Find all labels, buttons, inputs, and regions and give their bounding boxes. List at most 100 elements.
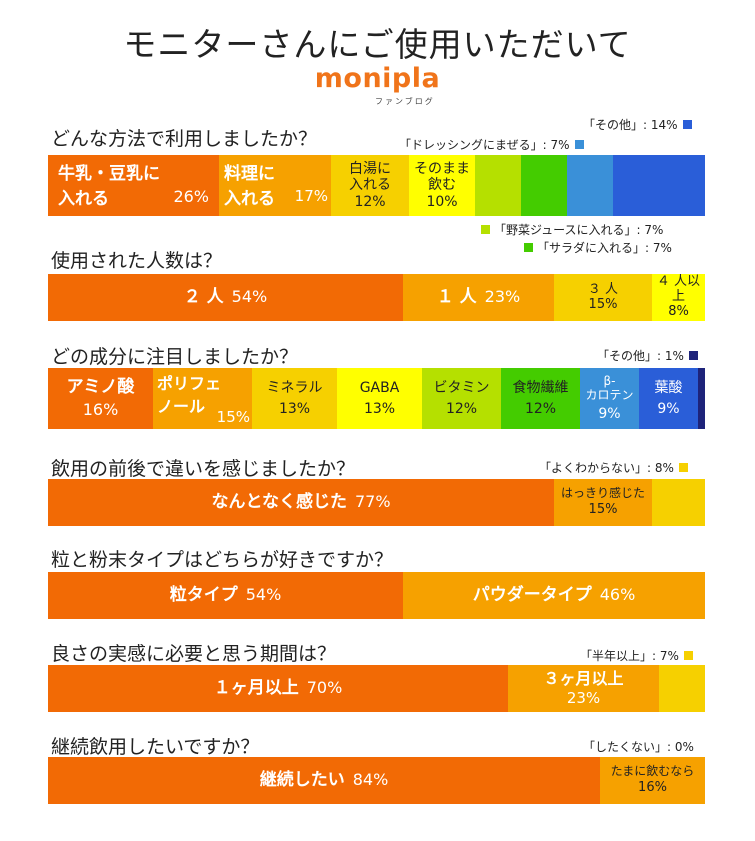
q4-seg-unknown <box>652 479 705 526</box>
q4-value-somewhat: 77% <box>354 492 391 512</box>
q6-seg-one-month: １ヶ月以上 70% <box>48 665 508 712</box>
q1-bar: 牛乳・豆乳に 入れる 26% 料理に 入れる 17% 白湯に 入れる 12% そのまま飲… <box>48 155 705 216</box>
q2-seg-four: ４ 人以上 8% <box>652 274 705 321</box>
q6-label-three-month: ３ヶ月以上 <box>543 668 624 688</box>
q6-bar: １ヶ月以上 70% ３ヶ月以上 23% <box>48 665 705 712</box>
q5-seg-powder: パウダータイプ 46% <box>403 572 705 619</box>
q5-bar: 粒タイプ 54% パウダータイプ 46% <box>48 572 705 619</box>
q3-value-amino: 16% <box>82 400 119 420</box>
q4-seg-somewhat: なんとなく感じた 77% <box>48 479 554 526</box>
q1-seg-salad <box>521 155 567 216</box>
q3-seg-gaba: GABA 13% <box>337 368 422 429</box>
q1-label-asis-2: 飲む <box>428 177 456 194</box>
q7-seg-sometimes: たまに飲むなら 16% <box>600 757 705 804</box>
q3-seg-mineral: ミネラル 13% <box>252 368 337 429</box>
q5-seg-tablet: 粒タイプ 54% <box>48 572 403 619</box>
q1-seg-cooking: 料理に入れる 17% <box>219 155 331 216</box>
q6-label-one-month: １ヶ月以上 <box>213 677 299 698</box>
q2-title: 使用された人数は？ <box>51 250 223 272</box>
q4-value-clearly: 15% <box>588 502 618 518</box>
q2-label-three: ３ 人 <box>587 281 619 297</box>
q1-value-asis: 10% <box>426 193 458 210</box>
logo-text: monipla <box>314 63 441 94</box>
q1-label-cooking-2: 入れる <box>224 189 275 209</box>
q3-label-gaba: GABA <box>359 380 400 397</box>
q7-label-sometimes: たまに飲むなら <box>610 763 695 778</box>
q2-value-four: 8% <box>668 303 689 319</box>
q3-value-gaba: 13% <box>363 400 396 417</box>
q1-label-hotwater-2: 入れる <box>349 177 391 194</box>
q1-label-milk-1: 牛乳・豆乳に <box>58 164 160 184</box>
q3-seg-folate: 葉酸 9% <box>639 368 698 429</box>
q3-seg-polyphenol: ポリフェノール 15% <box>153 368 252 429</box>
q1-label-asis-1: そのまま <box>414 161 470 178</box>
q7-annotation-no: 「したくない」: 0% <box>583 740 694 754</box>
q3-value-mineral: 13% <box>278 400 311 417</box>
q3-value-fiber: 12% <box>524 400 557 417</box>
q1-title: どんな方法で利用しましたか？ <box>51 128 318 150</box>
q1-annotation-vegjuice: 「野菜ジュースに入れる」: 7% <box>481 221 663 238</box>
q3-label-carotene-1: β- <box>603 374 616 389</box>
q1-label-milk-2: 入れる <box>58 189 109 209</box>
q1-seg-other <box>613 155 705 216</box>
q7-value-continue: 84% <box>352 770 389 790</box>
q3-label-vitamin: ビタミン <box>433 380 490 397</box>
q7-title: 継続飲用したいですか？ <box>51 736 260 758</box>
q6-seg-half-year <box>659 665 705 712</box>
q1-seg-vegjuice <box>475 155 521 216</box>
page-title: モニターさんにご使用いただいて <box>123 25 632 64</box>
logo-subtitle: ファンブログ <box>375 97 435 106</box>
q6-title: 良さの実感に必要と思う期間は？ <box>51 643 337 665</box>
q3-label-amino: アミノ酸 <box>66 376 135 397</box>
q6-value-three-month: 23% <box>566 689 601 708</box>
q6-value-one-month: 70% <box>306 678 343 698</box>
q1-value-milk: 26% <box>173 187 209 206</box>
q3-label-polyphenol-1: ポリフェ <box>157 374 222 393</box>
monipla-logo: monipla <box>0 63 755 94</box>
q1-seg-hotwater: 白湯に 入れる 12% <box>331 155 409 216</box>
q1-seg-milk: 牛乳・豆乳に 入れる 26% <box>48 155 219 216</box>
q2-seg-three: ３ 人 15% <box>554 274 652 321</box>
q2-value-three: 15% <box>588 296 618 312</box>
q2-value-one: 23% <box>484 287 521 307</box>
q6-annotation-half: 「半年以上」: 7% <box>580 647 693 664</box>
q3-label-folate: 葉酸 <box>654 380 683 397</box>
q5-value-powder: 46% <box>599 585 636 605</box>
q5-value-tablet: 54% <box>245 585 282 605</box>
q3-seg-fiber: 食物繊維 12% <box>501 368 580 429</box>
q3-label-mineral: ミネラル <box>266 380 323 397</box>
q2-seg-two: ２ 人 54% <box>48 274 403 321</box>
q1-seg-asis: そのまま 飲む 10% <box>409 155 475 216</box>
q2-value-two: 54% <box>231 287 268 307</box>
q7-seg-continue: 継続したい 84% <box>48 757 600 804</box>
q1-label-cooking-1: 料理に <box>224 164 275 184</box>
q1-value-hotwater: 12% <box>354 193 386 210</box>
q4-label-somewhat: なんとなく感じた <box>211 491 347 512</box>
q3-value-carotene: 9% <box>598 405 621 422</box>
q3-value-folate: 9% <box>657 400 680 417</box>
q4-label-clearly: はっきり感じた <box>560 485 645 500</box>
q1-value-cooking: 17% <box>294 187 328 205</box>
q1-annotation-salad: 「サラダに入れる」: 7% <box>524 239 672 256</box>
q2-label-two: ２ 人 <box>183 286 224 307</box>
q3-seg-carotene: β- カロテン 9% <box>580 368 639 429</box>
q7-bar: 継続したい 84% たまに飲むなら 16% <box>48 757 705 804</box>
q3-label-fiber: 食物繊維 <box>512 380 569 397</box>
q5-label-powder: パウダータイプ <box>472 584 592 605</box>
q2-label-four: ４ 人以上 <box>656 274 701 305</box>
q1-seg-dressing <box>567 155 613 216</box>
q3-seg-vitamin: ビタミン 12% <box>422 368 501 429</box>
q3-label-carotene-2: カロテン <box>585 387 634 402</box>
q1-annotation-dressing: 「ドレッシングにまぜる」: 7% <box>399 136 584 153</box>
q3-label-polyphenol-2: ノール <box>157 397 206 416</box>
q7-value-sometimes: 16% <box>638 780 667 796</box>
q3-value-vitamin: 12% <box>445 400 478 417</box>
q5-label-tablet: 粒タイプ <box>169 584 238 605</box>
q4-title: 飲用の前後で違いを感じましたか？ <box>51 458 356 480</box>
q2-bar: ２ 人 54% １ 人 23% ３ 人 15% ４ 人以上 8% <box>48 274 705 321</box>
q2-label-one: １ 人 <box>436 286 477 307</box>
q3-title: どの成分に注目しましたか？ <box>51 346 299 368</box>
q3-value-polyphenol: 15% <box>216 408 250 426</box>
q4-annotation-unknown: 「よくわからない」: 8% <box>539 459 688 476</box>
q1-label-hotwater-1: 白湯に <box>349 161 391 178</box>
